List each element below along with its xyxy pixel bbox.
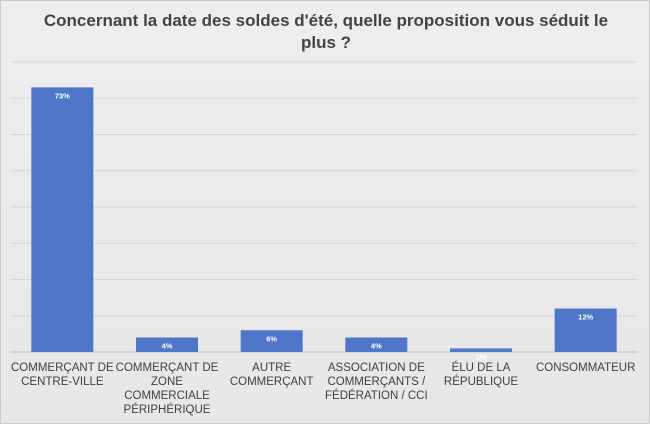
category-label: ÉLU DE LA RÉPUBLIQUE xyxy=(444,361,518,388)
category-label: COMMERÇANT DE CENTRE-VILLE xyxy=(11,362,114,388)
bar xyxy=(136,337,198,352)
category-label: AUTRE COMMERÇANT xyxy=(230,362,314,388)
category-label: CONSOMMATEUR xyxy=(536,362,635,374)
bar xyxy=(31,87,94,352)
bar xyxy=(554,308,617,352)
bar xyxy=(240,330,303,352)
data-label: 12% xyxy=(578,313,593,322)
data-label: 4% xyxy=(371,342,382,351)
category-label: COMMERÇANT DE ZONE COMMERCIALE PÉRIPHÉRIQUE xyxy=(116,362,219,416)
category-label: ASSOCIATION DE COMMERÇANTS / FÉDÉRATION / … xyxy=(325,362,428,402)
chart-title: Concernant la date des soldes d'été, que… xyxy=(43,11,609,52)
data-label: 4% xyxy=(162,342,173,351)
bar xyxy=(345,337,408,352)
data-label: 1% xyxy=(476,352,487,361)
bar xyxy=(450,348,512,352)
data-label: 73% xyxy=(55,91,70,100)
data-label: 6% xyxy=(266,334,277,343)
